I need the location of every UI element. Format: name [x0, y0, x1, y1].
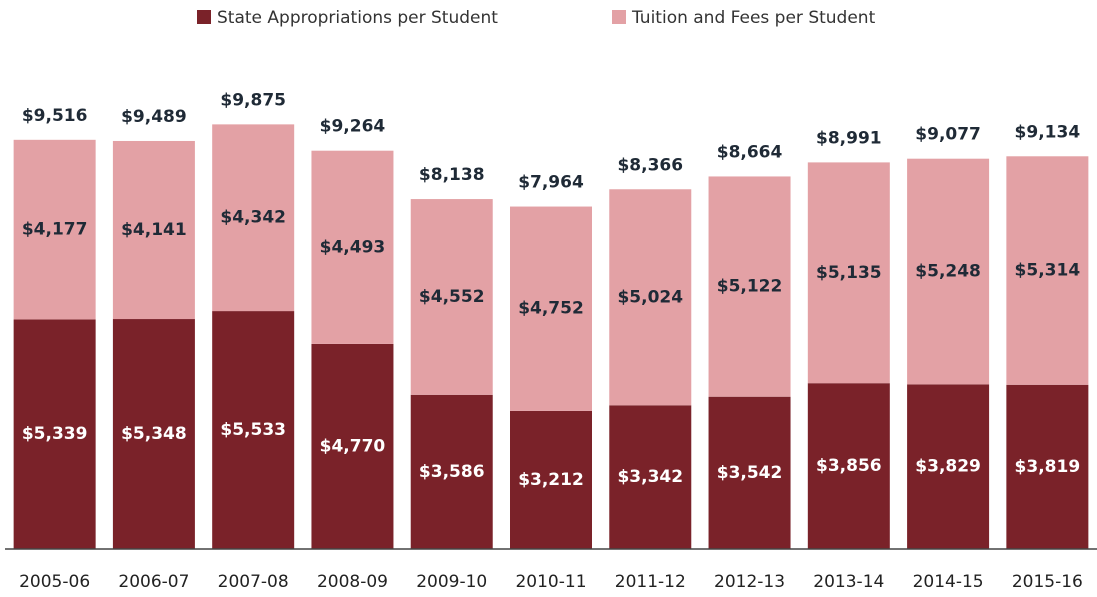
value-label: $5,314 [1015, 261, 1081, 281]
value-label: $3,829 [915, 457, 981, 477]
bar-segment [609, 189, 692, 406]
value-label: $4,342 [220, 208, 286, 228]
bar-segment [907, 384, 990, 549]
x-tick-label: 2006-07 [118, 572, 189, 592]
bar-segment [907, 158, 990, 385]
x-tick-label: 2015-16 [1012, 572, 1083, 592]
bar-segment [410, 394, 493, 549]
value-label: $5,248 [915, 262, 981, 282]
bar-segment [212, 311, 295, 549]
value-label: $5,135 [816, 263, 882, 283]
value-label: $5,339 [22, 424, 88, 444]
x-tick-label: 2012-13 [714, 572, 785, 592]
value-label: $3,819 [1015, 457, 1081, 477]
bar-segment [510, 410, 592, 549]
total-label: $8,366 [617, 155, 683, 175]
value-label: $5,533 [220, 420, 286, 440]
value-label: $5,024 [617, 287, 683, 307]
value-label: $5,122 [717, 277, 783, 297]
value-label: $3,212 [518, 470, 584, 490]
bar-segment [708, 396, 791, 549]
x-tick-label: 2014-15 [913, 572, 984, 592]
bar-segment [410, 199, 493, 395]
bar-segment [311, 150, 394, 344]
x-tick-label: 2013-14 [813, 572, 884, 592]
x-tick-label: 2009-10 [416, 572, 487, 592]
bar-segment [609, 405, 692, 549]
legend-swatch [197, 10, 211, 24]
bar-segment [13, 319, 96, 549]
total-label: $9,134 [1015, 122, 1081, 142]
x-tick-label: 2011-12 [615, 572, 686, 592]
value-label: $4,177 [22, 220, 88, 240]
total-label: $9,875 [220, 90, 286, 110]
total-label: $8,991 [816, 128, 882, 148]
total-label: $9,516 [22, 106, 88, 126]
legend-label: State Appropriations per Student [217, 8, 498, 28]
bar-segment [13, 139, 96, 320]
bar-segment [112, 319, 195, 549]
bar-segment [212, 124, 295, 312]
value-label: $4,141 [121, 220, 187, 240]
bar-segment [311, 343, 394, 549]
bar-segment [510, 206, 592, 411]
x-tick-label: 2010-11 [515, 572, 586, 592]
value-label: $4,552 [419, 287, 485, 307]
bar-segment [807, 383, 890, 549]
total-label: $9,264 [320, 117, 386, 137]
bar-segment [807, 162, 890, 384]
total-label: $9,489 [121, 107, 187, 127]
value-label: $4,752 [518, 299, 584, 319]
bar-segment [112, 140, 195, 320]
legend-swatch [612, 10, 626, 24]
value-label: $3,342 [617, 467, 683, 487]
legend-label: Tuition and Fees per Student [631, 8, 876, 28]
bar-segment [1006, 156, 1089, 385]
x-tick-label: 2005-06 [19, 572, 90, 592]
value-label: $3,542 [717, 463, 783, 483]
value-label: $3,856 [816, 456, 882, 476]
value-label: $5,348 [121, 424, 187, 444]
value-label: $3,586 [419, 462, 485, 482]
x-tick-label: 2007-08 [218, 572, 289, 592]
x-tick-label: 2008-09 [317, 572, 388, 592]
bar-segment [708, 176, 791, 397]
total-label: $8,138 [419, 165, 485, 185]
value-label: $4,770 [320, 436, 386, 456]
total-label: $7,964 [518, 173, 584, 193]
total-label: $8,664 [717, 142, 783, 162]
bar-segment [1006, 384, 1089, 549]
value-label: $4,493 [320, 237, 386, 257]
total-label: $9,077 [915, 125, 981, 145]
